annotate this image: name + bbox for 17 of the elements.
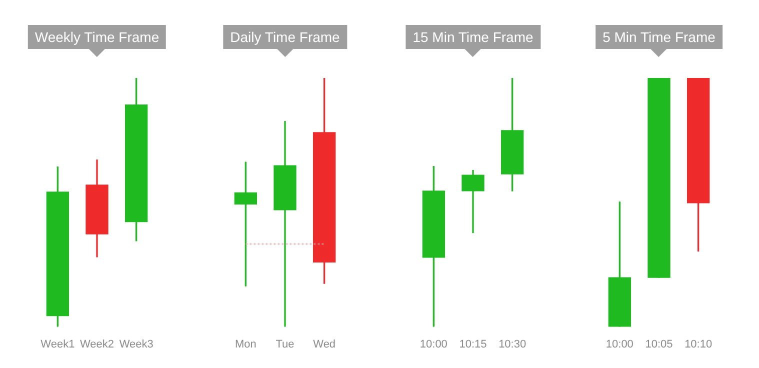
x-tick-label: Week3 — [119, 338, 154, 350]
x-tick-label: 10:05 — [645, 338, 673, 350]
chart-title: Weekly Time Frame — [28, 25, 166, 49]
x-tick-label: Week2 — [80, 338, 114, 350]
x-tick-label: 10:00 — [420, 338, 448, 350]
x-tick-label: 10:00 — [606, 338, 634, 350]
x-tick-label: 10:10 — [684, 338, 712, 350]
x-tick-label: Tue — [276, 338, 294, 350]
x-tick-label: 10:30 — [498, 338, 526, 350]
x-tick-label: Mon — [234, 338, 256, 350]
chart-title: 5 Min Time Frame — [596, 25, 722, 49]
x-tick-label: Week1 — [40, 338, 75, 350]
chart-title: Daily Time Frame — [223, 25, 347, 49]
candlestick — [274, 120, 296, 327]
chart-title: 15 Min Time Frame — [406, 25, 540, 49]
x-tick-label: 10:15 — [459, 338, 487, 350]
x-tick-label: Wed — [313, 338, 336, 350]
